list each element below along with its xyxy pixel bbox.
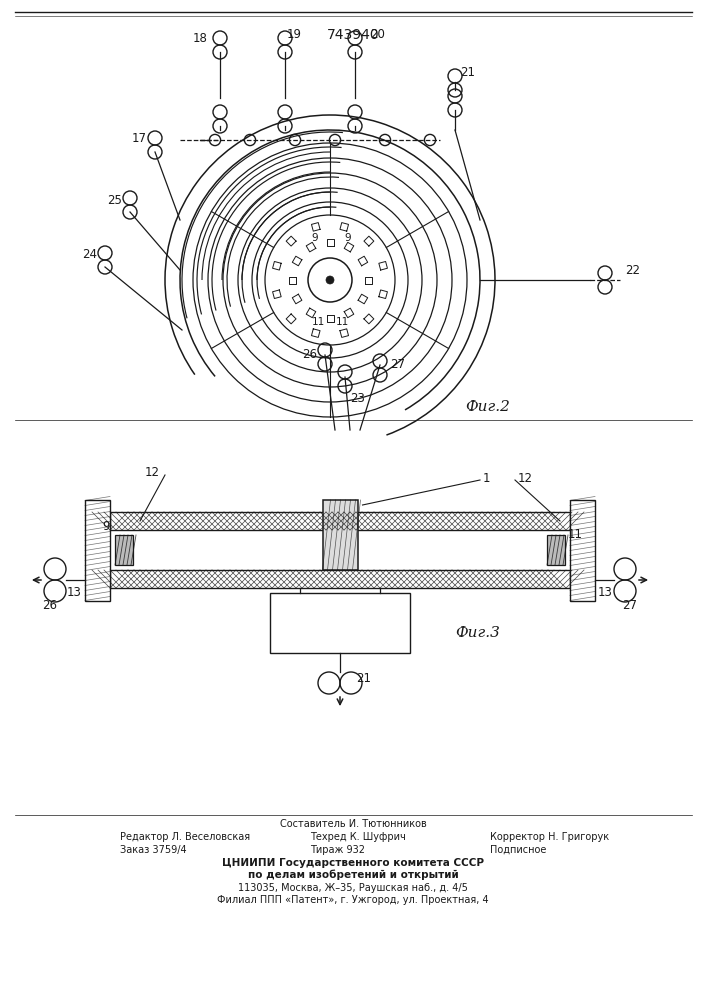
Text: 13: 13 [598, 586, 613, 599]
Text: Корректор Н. Григорук: Корректор Н. Григорук [490, 832, 609, 842]
Text: Составитель И. Тютюнников: Составитель И. Тютюнников [280, 819, 426, 829]
Text: ЦНИИПИ Государственного комитета СССР: ЦНИИПИ Государственного комитета СССР [222, 858, 484, 868]
Text: 17: 17 [132, 131, 147, 144]
Text: 21: 21 [356, 672, 371, 684]
Text: Заказ 3759/4: Заказ 3759/4 [120, 845, 187, 855]
Bar [115, 535, 133, 565]
Text: 20: 20 [370, 28, 385, 41]
Text: 25: 25 [107, 194, 122, 207]
Bar [85, 499, 110, 600]
Circle shape [326, 276, 334, 284]
Bar [322, 500, 358, 570]
Text: Фиг.2: Фиг.2 [465, 400, 510, 414]
Text: Техред К. Шуфрич: Техред К. Шуфрич [310, 832, 406, 842]
Bar [547, 535, 565, 565]
Text: 9: 9 [312, 233, 318, 243]
Text: 26: 26 [42, 599, 57, 612]
Text: 113035, Москва, Ж–35, Раушская наб., д. 4/5: 113035, Москва, Ж–35, Раушская наб., д. … [238, 883, 468, 893]
Text: 11: 11 [568, 528, 583, 542]
Text: 743940: 743940 [327, 28, 380, 42]
Text: 12: 12 [518, 472, 533, 485]
Text: Тираж 932: Тираж 932 [310, 845, 365, 855]
Text: Фиг.3: Фиг.3 [455, 626, 500, 640]
Text: 1: 1 [483, 472, 491, 485]
Text: 13: 13 [67, 586, 82, 599]
Text: Редактор Л. Веселовская: Редактор Л. Веселовская [120, 832, 250, 842]
Bar [570, 499, 595, 600]
Text: 27: 27 [390, 359, 405, 371]
Text: Подписное: Подписное [490, 845, 547, 855]
Bar [110, 512, 570, 530]
Text: 12: 12 [145, 466, 160, 480]
Bar [110, 570, 570, 588]
Text: по делам изобретений и открытий: по делам изобретений и открытий [247, 870, 458, 880]
Text: 23: 23 [350, 392, 365, 405]
Text: 21: 21 [460, 66, 475, 79]
Text: 19: 19 [287, 28, 302, 41]
Text: 22: 22 [625, 263, 640, 276]
Text: 24: 24 [82, 248, 97, 261]
Text: 26: 26 [302, 349, 317, 361]
Text: 11: 11 [311, 317, 325, 327]
Text: Филиал ППП «Патент», г. Ужгород, ул. Проектная, 4: Филиал ППП «Патент», г. Ужгород, ул. Про… [217, 895, 489, 905]
Bar [270, 593, 410, 653]
Text: 9: 9 [345, 233, 351, 243]
Text: 18: 18 [193, 31, 208, 44]
Text: 9: 9 [103, 520, 110, 533]
Text: 11: 11 [335, 317, 349, 327]
Text: 27: 27 [622, 599, 638, 612]
